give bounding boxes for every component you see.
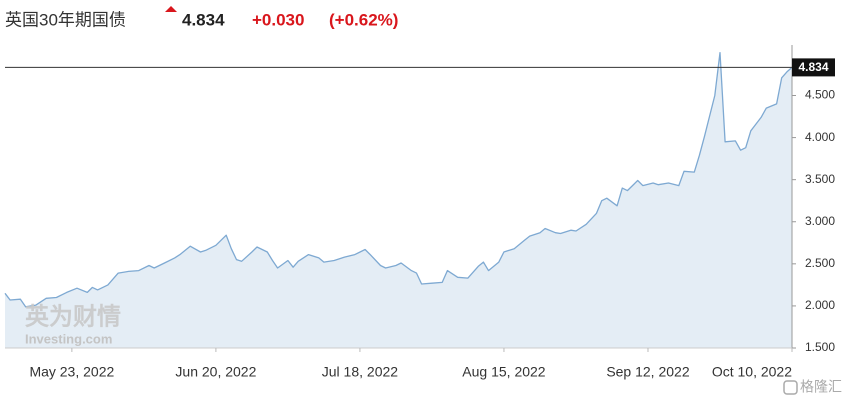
source-logo: 格隆汇 xyxy=(800,379,842,395)
watermark: 英为财情 xyxy=(25,303,121,330)
change-percent: (+0.62%) xyxy=(329,10,398,29)
y-tick-label: 3.500 xyxy=(805,172,835,186)
watermark-sub: Investing.com xyxy=(25,331,112,346)
x-tick-label: Jul 18, 2022 xyxy=(322,364,398,380)
x-tick-label: Oct 10, 2022 xyxy=(712,364,792,380)
chart-title: 英国30年期国债 xyxy=(5,10,126,29)
y-tick-label: 4.500 xyxy=(805,88,835,102)
line xyxy=(4,51,793,308)
logo-icon xyxy=(783,380,798,395)
current-label: 4.834 xyxy=(798,60,828,74)
x-tick-label: May 23, 2022 xyxy=(29,364,114,380)
x-tick-label: Aug 15, 2022 xyxy=(462,364,546,380)
x-tick-label: Sep 12, 2022 xyxy=(606,364,690,380)
x-tick-label: Jun 20, 2022 xyxy=(175,364,256,380)
current-tag xyxy=(792,58,835,77)
y-tick-label: 2.500 xyxy=(805,256,835,270)
price: 4.834 xyxy=(182,10,225,29)
y-tick-label: 4.000 xyxy=(805,130,835,144)
up-arrow xyxy=(165,6,177,12)
y-tick-label: 3.000 xyxy=(805,214,835,228)
change: +0.030 xyxy=(252,10,304,29)
y-tick-label: 2.000 xyxy=(805,298,835,312)
plot-area: 1.500 2.000 2.500 3.000 3.500 4.000 4.500 May 2… xyxy=(4,45,835,380)
area xyxy=(5,52,792,348)
y-tick-label: 1.500 xyxy=(805,340,835,354)
